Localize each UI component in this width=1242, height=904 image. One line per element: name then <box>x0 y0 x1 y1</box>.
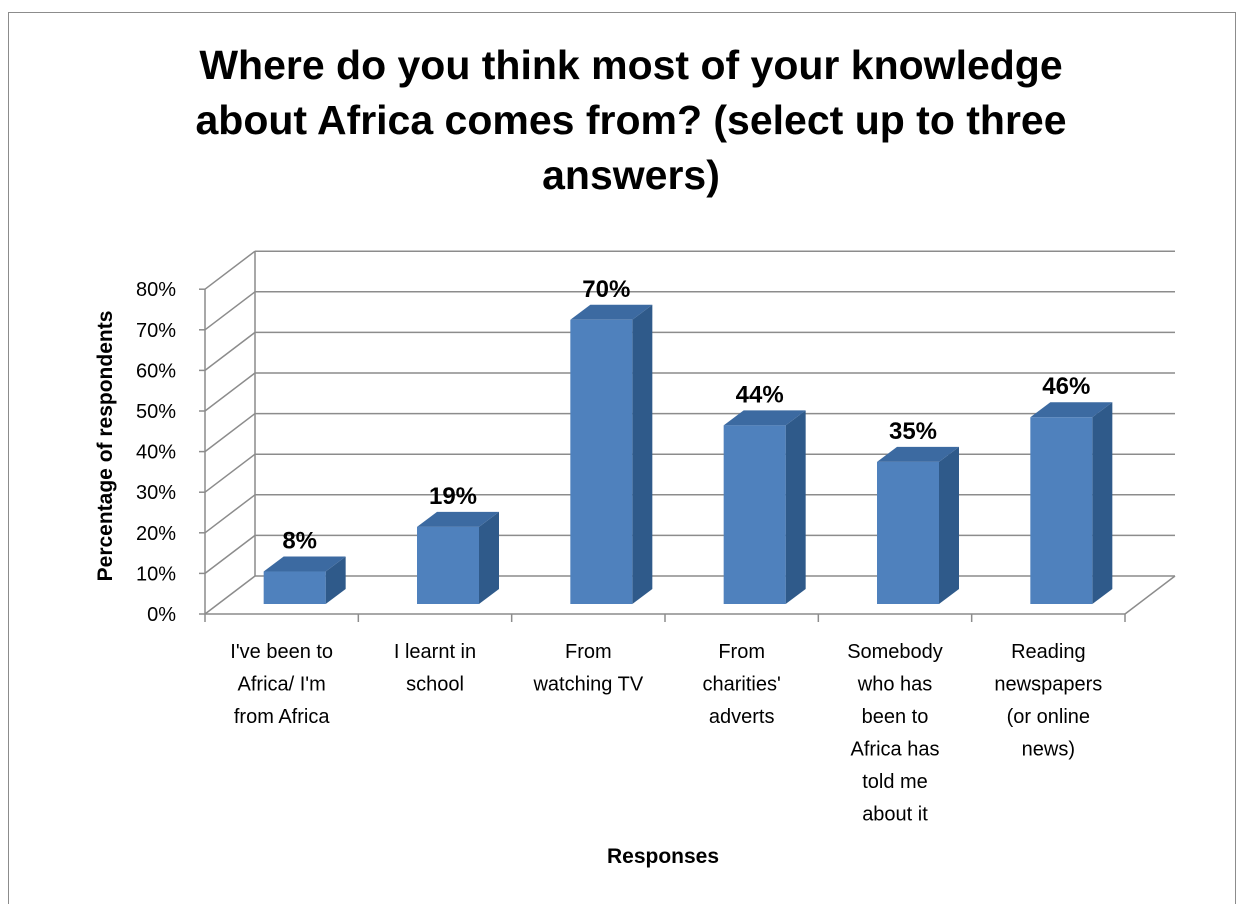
y-tick-label: 50% <box>136 401 176 423</box>
category-label: Reading newspapers (or online news) <box>994 641 1102 761</box>
bar-top <box>877 446 959 462</box>
data-label: 8% <box>282 528 317 555</box>
bar-top <box>723 410 806 426</box>
y-axis-label: Percentage of respondents <box>94 311 117 582</box>
data-label: 44% <box>736 381 784 408</box>
bar-front <box>570 319 633 604</box>
gridline-diagonal <box>204 575 256 615</box>
category-label: From watching TV <box>532 641 643 696</box>
gridline-diagonal <box>204 453 256 493</box>
bar-front <box>723 425 786 604</box>
bar-top <box>570 304 653 320</box>
bar-top <box>263 556 346 572</box>
category-label: From charities' adverts <box>703 641 781 728</box>
floor-right-edge <box>1124 575 1176 615</box>
data-label: 46% <box>1042 373 1090 400</box>
bar-side <box>325 556 346 604</box>
gridline-diagonal <box>204 413 256 453</box>
bar-front <box>417 526 479 604</box>
bar-side <box>632 304 653 604</box>
y-tick-label: 0% <box>147 604 176 626</box>
category-label: Somebody who has been to Africa has told me a… <box>847 641 943 826</box>
bar-side <box>785 410 806 604</box>
y-tick-label: 20% <box>136 523 176 545</box>
bar <box>570 304 653 604</box>
bar <box>877 446 959 604</box>
bar <box>417 511 499 604</box>
bar-front <box>877 461 939 604</box>
category-label: I learnt in school <box>394 641 476 696</box>
bar <box>1030 402 1113 604</box>
y-axis-ticks: 0% 10% 20% 30% 40% 50% 60% 70% 80% <box>136 279 1126 626</box>
gridline-diagonal <box>204 250 256 290</box>
y-tick-label: 60% <box>136 360 176 382</box>
x-axis-categories: I've been to Africa/ I'm from Africa I lear… <box>230 641 1102 826</box>
bars <box>263 304 1113 604</box>
y-tick-label: 30% <box>136 482 176 504</box>
chart-title: Where do you think most of your knowledg… <box>195 42 1067 198</box>
data-label: 19% <box>429 483 477 510</box>
bar-side <box>939 446 959 604</box>
bar-front <box>263 571 326 604</box>
gridline-diagonal <box>204 331 256 371</box>
gridlines <box>204 250 1176 615</box>
gridline-diagonal <box>204 494 256 534</box>
data-labels: 8% 19% 70% 44% 35% 46% <box>282 276 1090 555</box>
data-label: 35% <box>889 418 937 445</box>
gridline-diagonal <box>204 372 256 412</box>
bar <box>723 410 806 604</box>
bar-top <box>417 511 499 527</box>
category-label: I've been to Africa/ I'm from Africa <box>230 641 333 728</box>
y-tick-label: 80% <box>136 279 176 301</box>
y-tick-label: 70% <box>136 320 176 342</box>
gridline-diagonal <box>204 534 256 574</box>
y-tick-label: 10% <box>136 563 176 585</box>
bar-top <box>1030 402 1113 418</box>
bar <box>263 556 346 604</box>
data-label: 70% <box>582 276 630 303</box>
x-axis-label: Responses <box>607 845 719 868</box>
gridline-diagonal <box>204 291 256 331</box>
bar-side <box>479 511 499 604</box>
y-tick-label: 40% <box>136 442 176 464</box>
bar-side <box>1092 402 1113 604</box>
bar-front <box>1030 417 1093 604</box>
